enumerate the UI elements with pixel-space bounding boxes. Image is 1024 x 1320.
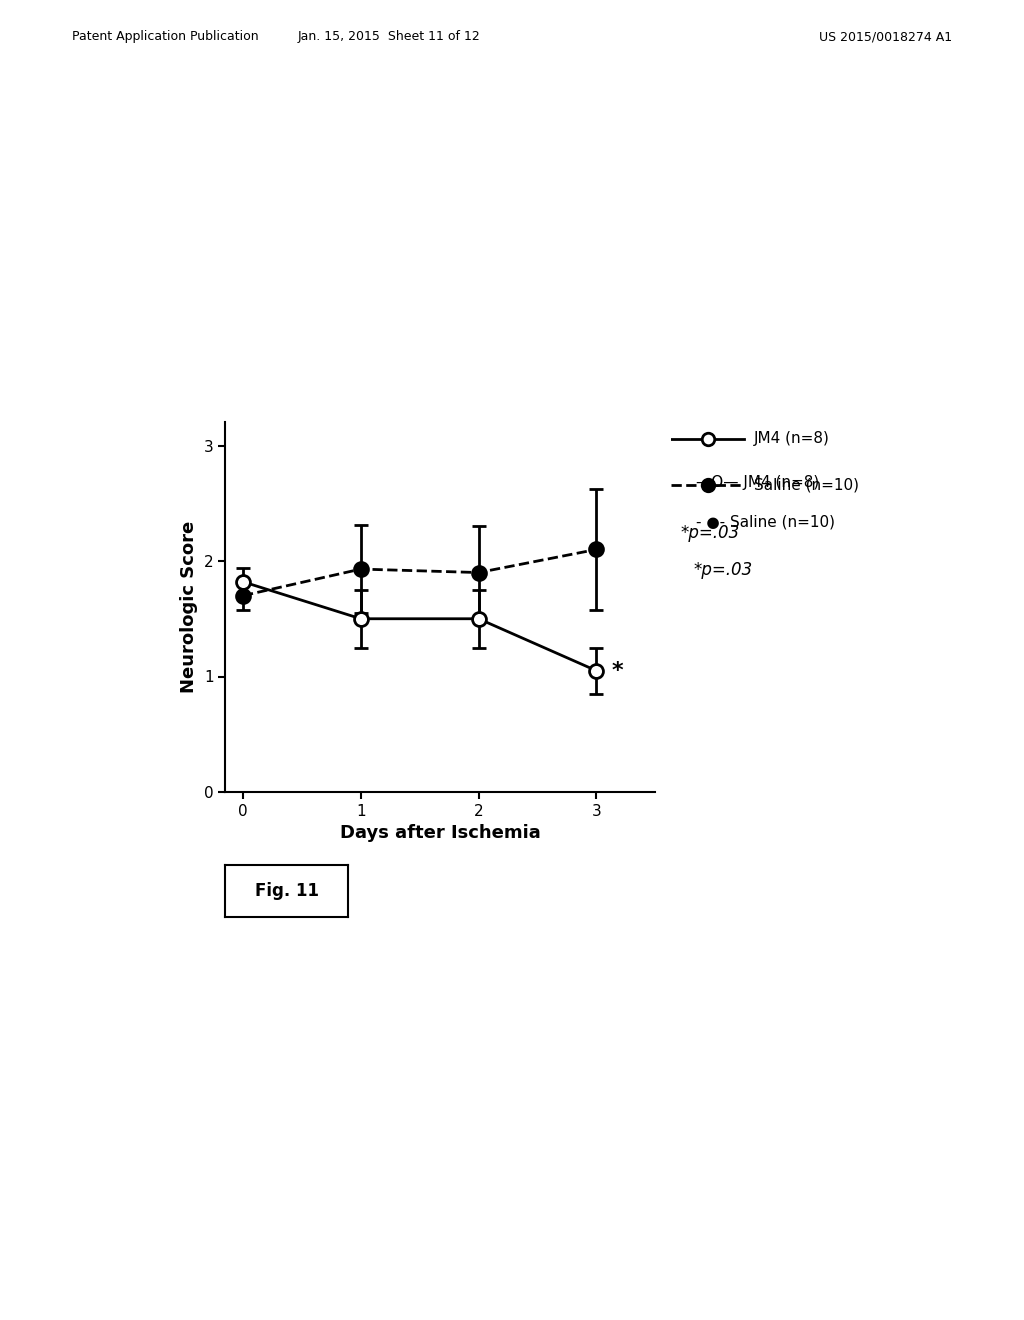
Text: *: *	[611, 661, 624, 681]
Text: Patent Application Publication: Patent Application Publication	[72, 30, 258, 44]
Text: Fig. 11: Fig. 11	[255, 882, 318, 900]
Text: *p=.03: *p=.03	[681, 524, 740, 543]
Text: - ●- Saline (n=10): - ●- Saline (n=10)	[696, 515, 836, 529]
Text: Saline (n=10): Saline (n=10)	[754, 478, 859, 492]
Text: —O— JM4 (n=8): —O— JM4 (n=8)	[696, 475, 819, 490]
Text: US 2015/0018274 A1: US 2015/0018274 A1	[819, 30, 952, 44]
X-axis label: Days after Ischemia: Days after Ischemia	[340, 825, 541, 842]
Y-axis label: Neurologic Score: Neurologic Score	[180, 521, 199, 693]
Text: *p=.03: *p=.03	[693, 561, 753, 579]
Text: Jan. 15, 2015  Sheet 11 of 12: Jan. 15, 2015 Sheet 11 of 12	[298, 30, 480, 44]
Text: JM4 (n=8): JM4 (n=8)	[754, 432, 829, 446]
